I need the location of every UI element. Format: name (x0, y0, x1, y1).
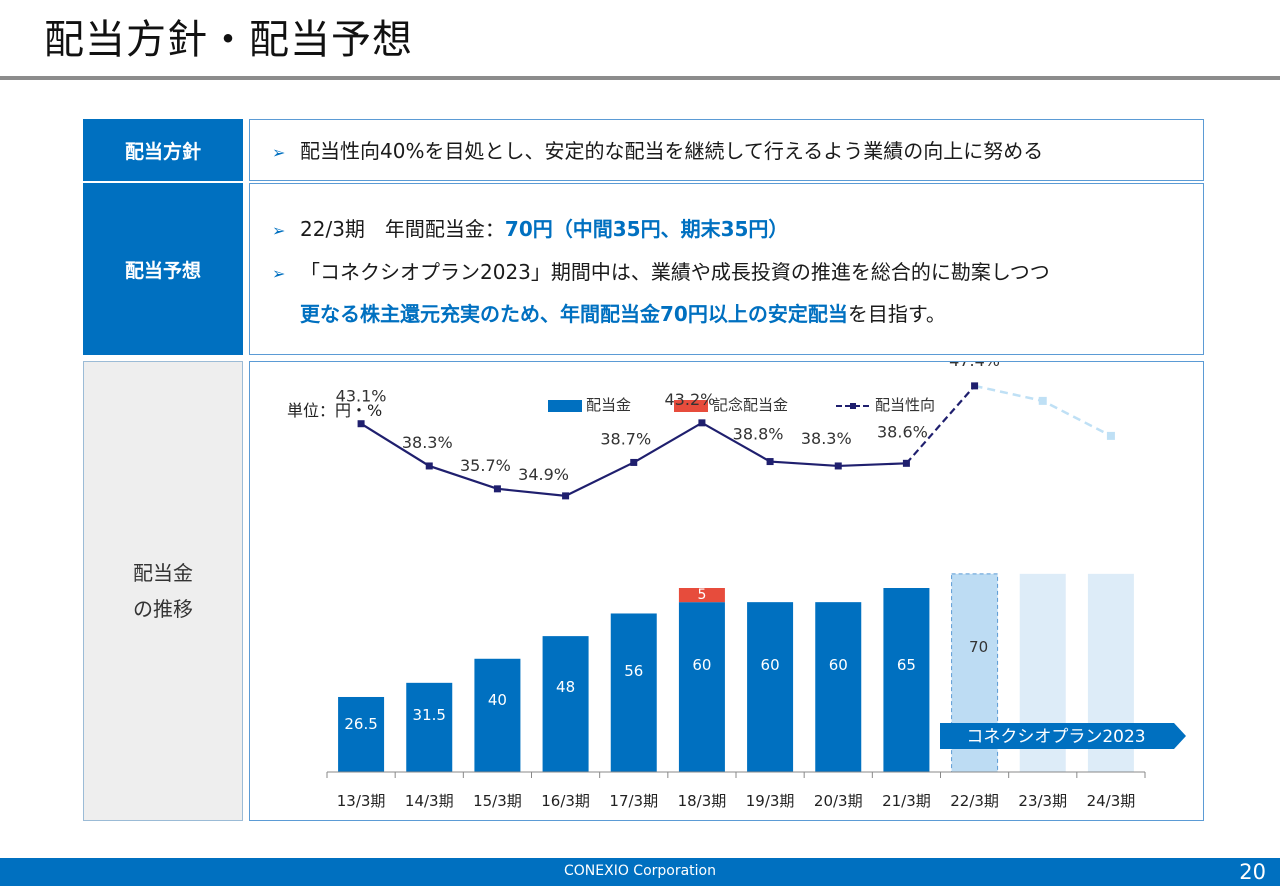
payout-marker (902, 459, 910, 467)
payout-marker (834, 462, 842, 470)
x-tick-label: 23/3期 (1018, 792, 1067, 810)
dividend-value-label: 70 (969, 638, 988, 656)
forecast-line-3: 更なる株主還元充実のため、年間配当金70円以上の安定配当を目指す。 (300, 300, 946, 328)
payout-marker (971, 382, 979, 390)
payout-line-forecast (905, 385, 976, 465)
footer-corp: CONEXIO Corporation (563, 863, 716, 879)
dividend-value-label: 65 (897, 656, 916, 674)
bar-dividend (747, 602, 794, 772)
payout-marker (562, 492, 570, 500)
policy-label: 配当方針 (83, 119, 243, 181)
unit-label: 単位：円・% (287, 401, 382, 420)
forecast-label: 配当予想 (83, 183, 243, 355)
policy-text: 配当性向40%を目処とし、安定的な配当を継続して行えるよう業績の向上に努める (300, 139, 1044, 163)
title-divider (0, 76, 1280, 80)
payout-marker (425, 462, 433, 470)
history-box: 単位：円・% 配当金 記念配当金 配当性向 26.5 31.5 40 48 56 5 60 60 60 6… (249, 361, 1204, 821)
dividend-value-label: 40 (488, 691, 507, 709)
x-tick-label: 21/3期 (882, 792, 931, 810)
x-tick-label: 16/3期 (541, 792, 590, 810)
payout-marker (630, 458, 638, 466)
legend-payout-label: 配当性向 (875, 396, 935, 414)
payout-line-future (974, 384, 1112, 437)
forecast-line1-prefix: 22/3期 年間配当金： (300, 217, 505, 241)
bar-dividend (815, 602, 862, 772)
arrow-bullet-icon: ➢ (272, 221, 286, 240)
bar-dividend (678, 602, 725, 772)
legend-dividend-label: 配当金 (586, 396, 631, 414)
dividend-value-label: 31.5 (413, 706, 446, 724)
x-tick-label: 24/3期 (1087, 792, 1136, 810)
legend-commemorative-label: 記念配当金 (713, 396, 788, 414)
x-tick-label: 13/3期 (337, 792, 386, 810)
legend-commemorative-swatch (674, 400, 708, 412)
payout-value-label: 38.6% (877, 422, 928, 441)
dividend-value-label: 56 (624, 662, 643, 680)
dividend-chart: 単位：円・% 配当金 記念配当金 配当性向 26.5 31.5 40 48 56 5 60 60 60 6… (287, 362, 1186, 810)
bar-dividend (610, 613, 657, 772)
payout-value-label: 38.3% (801, 429, 852, 448)
payout-marker (766, 458, 774, 466)
x-tick-label: 20/3期 (814, 792, 863, 810)
payout-value-label: 47.4% (949, 362, 1000, 370)
payout-value-label: 35.7% (460, 456, 511, 475)
forecast-line1-highlight: 70円（中間35円、期末35円） (504, 217, 789, 241)
footer: CONEXIO Corporation 20 (0, 858, 1280, 886)
policy-line: ➢ 配当性向40%を目処とし、安定的な配当を継続して行えるよう業績の向上に努める (272, 137, 1043, 167)
payout-marker (493, 485, 501, 493)
history-label-line1: 配当金 (133, 561, 193, 585)
bar-commemorative (678, 588, 725, 603)
payout-value-label: 38.3% (402, 433, 453, 452)
forecast-box: ➢ 22/3期 年間配当金：70円（中間35円、期末35円） ➢ 「コネクシオプラン… (249, 183, 1204, 355)
payout-value-label: 34.9% (518, 465, 569, 484)
plan-arrow (940, 723, 1186, 749)
page-title: 配当方針・配当予想 (44, 17, 413, 63)
history-label-line2: の推移 (133, 597, 193, 621)
forecast-line3-suffix: を目指す。 (847, 302, 946, 326)
dividend-value-label: 48 (556, 678, 575, 696)
payout-value-label: 38.8% (733, 425, 784, 444)
dividend-value-label: 26.5 (344, 715, 377, 733)
arrow-bullet-icon: ➢ (272, 264, 286, 283)
x-tick-label: 19/3期 (746, 792, 795, 810)
forecast-line-2: ➢ 「コネクシオプラン2023」期間中は、業績や成長投資の推進を総合的に勘案しつつ (272, 258, 1050, 288)
x-tick-label: 15/3期 (473, 792, 522, 810)
payout-value-label: 43.1% (336, 387, 387, 406)
payout-marker (357, 420, 365, 428)
history-label: 配当金 の推移 (83, 361, 243, 821)
dividend-value-label: 60 (761, 656, 780, 674)
bar-dividend (542, 636, 589, 772)
x-tick-label: 22/3期 (950, 792, 999, 810)
dividend-value-label: 60 (829, 656, 848, 674)
page-number: 20 (1239, 860, 1266, 884)
plan-label: コネクシオプラン2023 (966, 727, 1145, 747)
forecast-line3-highlight: 更なる株主還元充実のため、年間配当金70円以上の安定配当 (300, 302, 848, 326)
bar-dividend (338, 696, 385, 772)
payout-marker (698, 419, 706, 427)
x-tick-label: 18/3期 (678, 792, 727, 810)
commemorative-value-label: 5 (697, 587, 706, 603)
payout-value-label: 43.2% (665, 390, 716, 409)
dividend-value-label: 60 (692, 656, 711, 674)
payout-marker-future (1106, 431, 1115, 440)
forecast-line2-text: 「コネクシオプラン2023」期間中は、業績や成長投資の推進を総合的に勘案しつつ (300, 260, 1050, 284)
bar-dividend (883, 588, 930, 772)
legend-dividend-swatch (548, 400, 582, 412)
arrow-bullet-icon: ➢ (272, 143, 286, 162)
legend-payout-marker (850, 403, 856, 409)
payout-marker-future (1038, 396, 1047, 405)
bar-dividend (474, 658, 521, 772)
bar-dividend (406, 682, 453, 772)
forecast-line-1: ➢ 22/3期 年間配当金：70円（中間35円、期末35円） (272, 215, 788, 245)
payout-value-label: 38.7% (600, 429, 651, 448)
x-tick-label: 14/3期 (405, 792, 454, 810)
policy-box: ➢ 配当性向40%を目処とし、安定的な配当を継続して行えるよう業績の向上に努める (249, 119, 1204, 181)
x-tick-label: 17/3期 (609, 792, 658, 810)
